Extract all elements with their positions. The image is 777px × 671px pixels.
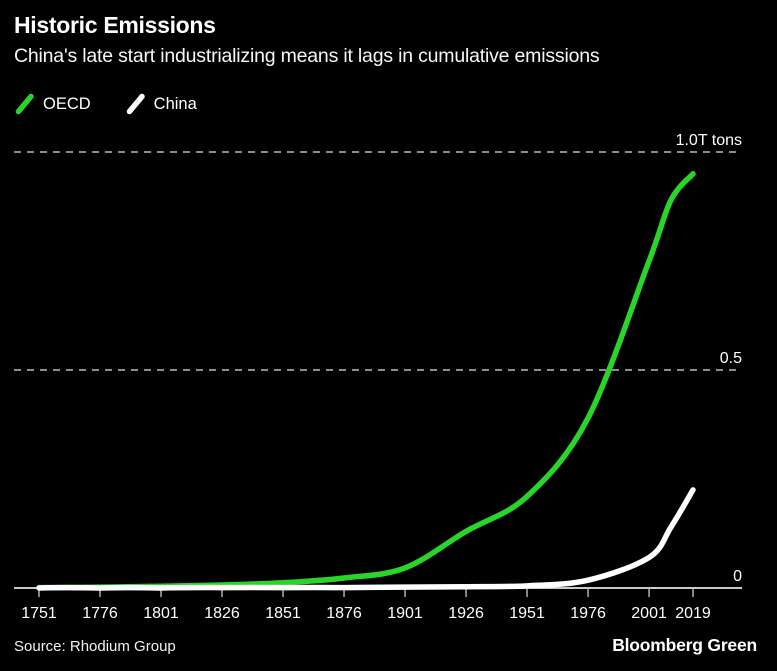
y-tick-label: 1.0T tons <box>676 132 742 149</box>
x-tick-label: 1951 <box>509 605 545 622</box>
china-slash-icon <box>126 93 145 115</box>
legend-item-china: China <box>125 92 197 116</box>
legend-label-china: China <box>153 94 197 113</box>
x-tick-label: 1776 <box>82 605 118 622</box>
x-tick-label: 2019 <box>675 605 711 622</box>
x-tick-label: 1826 <box>204 605 240 622</box>
series-line-oecd <box>36 171 696 591</box>
oecd-slash-stroke <box>15 93 34 115</box>
x-tick-label: 1851 <box>265 605 301 622</box>
bloomberg-green-logo: Bloomberg Green <box>612 635 757 655</box>
y-tick-label: 0.5 <box>720 350 742 367</box>
china-slash-stroke <box>126 93 145 115</box>
x-tick-label: 1976 <box>570 605 606 622</box>
legend-item-oecd: OECD <box>14 92 91 116</box>
series-line-china <box>36 487 696 591</box>
y-tick-label: 0 <box>733 568 742 585</box>
chart-subtitle: China's late start industrializing means… <box>14 45 600 67</box>
x-tick-label: 1901 <box>387 605 423 622</box>
x-tick-label: 1876 <box>326 605 362 622</box>
x-tick-label: 1926 <box>448 605 484 622</box>
legend-label-oecd: OECD <box>43 94 91 113</box>
x-tick-label: 1801 <box>143 605 179 622</box>
oecd-slash-icon <box>15 93 34 115</box>
legend: OECD China <box>14 92 197 116</box>
x-tick-label: 2001 <box>631 605 667 622</box>
page-title: Historic Emissions <box>14 12 216 38</box>
source-credit: Source: Rhodium Group <box>14 638 176 655</box>
x-tick-label: 1751 <box>21 605 57 622</box>
